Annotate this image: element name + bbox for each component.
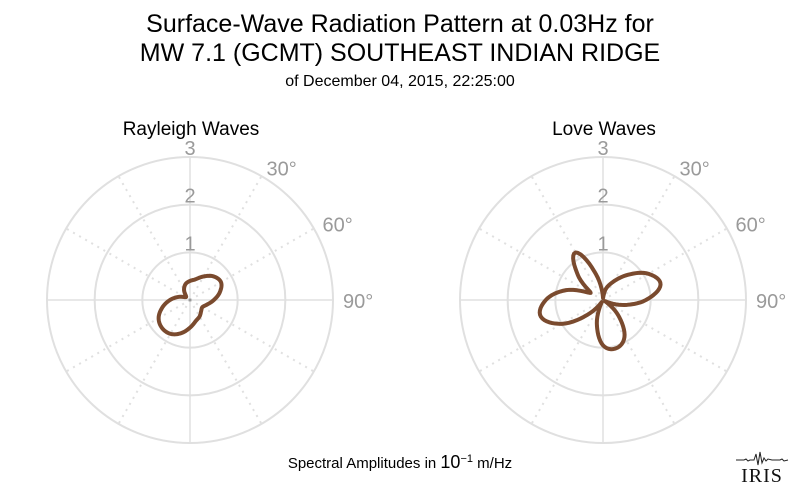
- chart-subtitle: of December 04, 2015, 22:25:00: [285, 73, 515, 90]
- rayleigh-polar-plot: 1 2 3 30° 60° 90°: [46, 138, 373, 444]
- radial-tick-label: 3: [184, 138, 195, 160]
- chart-title-line1: Surface-Wave Radiation Pattern at 0.03Hz…: [146, 10, 654, 38]
- origin-marker: [188, 298, 192, 302]
- grid-spoke: [478, 227, 604, 301]
- grid-spoke: [117, 299, 191, 425]
- angle-tick-label: 30°: [267, 158, 297, 180]
- iris-logo-text: IRIS: [741, 465, 783, 487]
- love-pattern-curve: [537, 250, 663, 352]
- grid-spoke: [602, 299, 676, 425]
- grid-spoke: [602, 175, 676, 301]
- love-polar-plot: 1 2 3 30° 60° 90°: [459, 138, 786, 444]
- radial-tick-label: 2: [184, 186, 195, 208]
- iris-logo: IRIS: [734, 448, 790, 488]
- grid-spoke: [189, 299, 263, 425]
- grid-spoke: [189, 227, 315, 301]
- angle-tick-label: 30°: [680, 158, 710, 180]
- angle-tick-label: 60°: [323, 215, 353, 237]
- units-base: 10: [440, 452, 461, 472]
- seismogram-icon: [736, 451, 789, 466]
- grid-spoke: [602, 227, 728, 301]
- radial-tick-label: 2: [597, 186, 608, 208]
- angle-tick-label: 60°: [736, 215, 766, 237]
- grid-spoke: [602, 299, 728, 373]
- units-suffix: m/Hz: [472, 455, 513, 472]
- radial-tick-label: 3: [597, 138, 608, 160]
- chart-title-line2: MW 7.1 (GCMT) SOUTHEAST INDIAN RIDGE: [139, 39, 661, 67]
- amplitude-units-label: Spectral Amplitudes in 10−1 m/Hz: [0, 452, 800, 473]
- love-panel-title: Love Waves: [552, 119, 656, 140]
- grid-spoke: [530, 175, 604, 301]
- grid-spoke: [189, 175, 263, 301]
- grid-spoke: [117, 175, 191, 301]
- units-exponent: −1: [460, 453, 473, 465]
- grid-spoke: [65, 227, 191, 301]
- grid-spoke: [530, 299, 604, 425]
- rayleigh-pattern-curve: [156, 273, 224, 337]
- angle-tick-label: 90°: [343, 291, 373, 313]
- grid-spoke: [65, 299, 191, 373]
- radial-tick-label: 1: [184, 233, 195, 255]
- radial-tick-label: 1: [597, 233, 608, 255]
- grid-spoke: [478, 299, 604, 373]
- grid-spoke: [189, 299, 315, 373]
- rayleigh-panel-title: Rayleigh Waves: [122, 119, 260, 140]
- units-prefix: Spectral Amplitudes in: [287, 455, 441, 472]
- angle-tick-label: 90°: [756, 291, 786, 313]
